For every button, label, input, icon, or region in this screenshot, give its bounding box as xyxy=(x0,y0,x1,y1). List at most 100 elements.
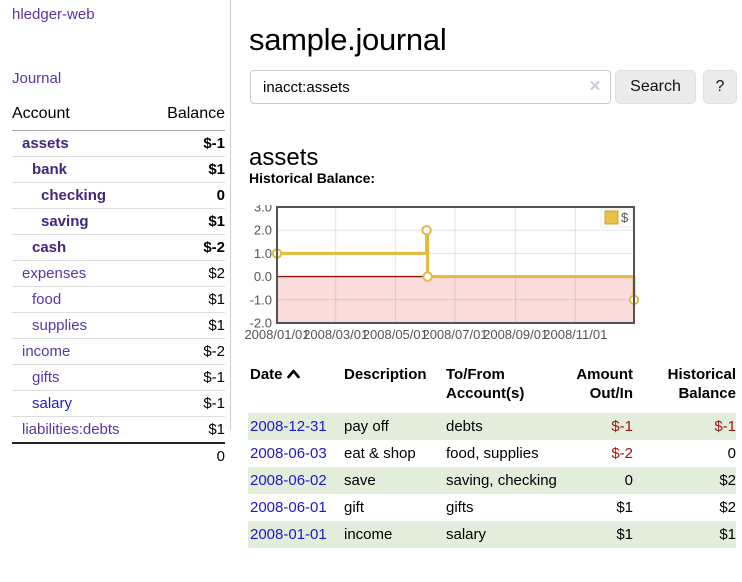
accounts-table: Account Balance assets $-1 bank $1 checking 0… xyxy=(12,102,225,469)
register-header-description: Description xyxy=(344,366,427,383)
account-row: bank $1 xyxy=(12,156,225,183)
app-title-link[interactable]: hledger-web xyxy=(12,6,95,23)
accounts-header-account: Account xyxy=(12,102,151,131)
account-balance: $2 xyxy=(150,260,225,287)
y-axis-label: 0.0 xyxy=(254,269,272,284)
legend-label: $ xyxy=(621,210,629,225)
transaction-accounts: saving, checking xyxy=(446,467,561,494)
x-axis-label: 2008/05/01 xyxy=(363,327,428,342)
accounts-total-value: 0 xyxy=(150,442,225,469)
account-row: liabilities:debts $1 xyxy=(12,416,225,443)
sidebar: hledger-web Journal Account Balance asse… xyxy=(0,0,231,469)
register-table: Date Description To/From Account(s) Amou… xyxy=(248,361,736,548)
register-row: 2008-06-02 save saving, checking 0 $2 xyxy=(248,467,736,494)
transaction-amount: $1 xyxy=(561,521,633,548)
chart-heading: Historical Balance: xyxy=(249,170,376,186)
account-row: checking 0 xyxy=(12,182,225,209)
transaction-amount: $-2 xyxy=(611,445,633,462)
transaction-accounts: debts xyxy=(446,413,561,440)
y-axis-label: 2.0 xyxy=(254,223,272,238)
register-row: 2008-06-01 gift gifts $1 $2 xyxy=(248,494,736,521)
account-link[interactable]: food xyxy=(32,291,62,308)
register-header-date-label: Date xyxy=(250,366,283,383)
sidebar-item-journal[interactable]: Journal xyxy=(12,70,62,87)
historical-balance-chart: $3.0 2.0 1.0 0.0 -1.0 -2.0 2008/01/01 2008/03/0… xyxy=(240,200,740,350)
account-link[interactable]: expenses xyxy=(22,265,87,282)
register-header-accounts: To/From Account(s) xyxy=(446,366,525,402)
register-header-amount: Amount Out/In xyxy=(576,366,633,402)
transaction-amount: 0 xyxy=(561,467,633,494)
transaction-accounts: gifts xyxy=(446,499,474,516)
search-input[interactable] xyxy=(250,70,611,104)
account-link[interactable]: salary xyxy=(32,395,73,412)
register-header-balance: Historical Balance xyxy=(667,366,736,402)
transaction-balance: $2 xyxy=(633,467,736,494)
data-point-marker xyxy=(421,225,432,236)
plot-border xyxy=(276,206,635,324)
account-balance: $1 xyxy=(150,416,225,443)
x-axis-label: 2008/07/01 xyxy=(422,327,487,342)
transaction-description: pay off xyxy=(344,413,446,440)
account-row: supplies $1 xyxy=(12,312,225,339)
clear-search-icon[interactable]: ✕ xyxy=(588,78,602,95)
account-row: expenses $2 xyxy=(12,260,225,287)
transaction-description: eat & shop xyxy=(344,445,416,462)
account-link[interactable]: gifts xyxy=(32,369,60,386)
transaction-date-link[interactable]: 2008-06-01 xyxy=(250,499,327,516)
chart-canvas: $3.0 2.0 1.0 0.0 -1.0 -2.02008/01/012008/03/0… xyxy=(244,200,640,342)
transaction-amount: $1 xyxy=(616,499,633,516)
account-row: cash $-2 xyxy=(12,234,225,261)
account-heading: assets xyxy=(249,143,319,171)
account-row: saving $1 xyxy=(12,208,225,235)
x-axis-label: 2008/03/01 xyxy=(303,327,368,342)
transaction-description: save xyxy=(344,467,446,494)
account-link[interactable]: checking xyxy=(41,187,107,204)
account-link[interactable]: cash xyxy=(32,239,67,256)
y-axis-label: 3.0 xyxy=(254,205,272,215)
x-axis-label: 2008/01/01 xyxy=(244,327,309,342)
register-row: 2008-06-03 eat & shop food, supplies $-2 0 xyxy=(248,440,736,467)
account-balance: $1 xyxy=(150,286,225,313)
account-link[interactable]: income xyxy=(22,343,71,360)
transaction-date-link[interactable]: 2008-01-01 xyxy=(250,526,327,543)
transaction-date-link[interactable]: 2008-06-02 xyxy=(250,472,327,489)
x-axis-label: 2008/11/01 xyxy=(543,327,607,342)
account-balance: $-1 xyxy=(150,364,225,391)
account-link[interactable]: liabilities:debts xyxy=(22,421,120,438)
account-row: gifts $-1 xyxy=(12,364,225,391)
transaction-date-link[interactable]: 2008-12-31 xyxy=(250,418,327,435)
account-link[interactable]: bank xyxy=(32,161,68,178)
sort-ascending-icon xyxy=(286,365,300,384)
help-button[interactable]: ? xyxy=(703,70,737,104)
account-balance: 0 xyxy=(150,182,225,209)
data-point-marker xyxy=(422,271,433,282)
register-row: 2008-01-01 income salary $1 $1 xyxy=(248,521,736,548)
account-link[interactable]: saving xyxy=(41,213,89,230)
account-link[interactable]: supplies xyxy=(32,317,88,334)
x-axis-label: 2008/09/01 xyxy=(483,327,548,342)
transaction-accounts: food, supplies xyxy=(446,445,539,462)
transaction-balance: $2 xyxy=(719,499,736,516)
transaction-balance: 0 xyxy=(727,445,736,462)
accounts-header-balance: Balance xyxy=(150,102,225,131)
account-balance: $-1 xyxy=(150,390,225,417)
account-balance: $1 xyxy=(150,208,225,235)
search-button[interactable]: Search xyxy=(615,70,696,104)
register-header-date[interactable]: Date xyxy=(248,361,344,413)
transaction-description: income xyxy=(344,521,446,548)
account-balance: $-2 xyxy=(150,338,225,365)
account-row: food $1 xyxy=(12,286,225,313)
account-link[interactable]: assets xyxy=(22,135,69,152)
account-balance: $1 xyxy=(150,312,225,339)
y-axis-label: -1.0 xyxy=(250,292,272,307)
transaction-date-link[interactable]: 2008-06-03 xyxy=(250,445,327,462)
y-axis-label: -2.0 xyxy=(250,316,272,331)
negative-region xyxy=(277,276,634,323)
account-row: assets $-1 xyxy=(12,131,225,157)
transaction-accounts: salary xyxy=(446,521,561,548)
page-title: sample.journal xyxy=(249,21,447,57)
transaction-balance: $-1 xyxy=(633,413,736,440)
y-axis-label: 1.0 xyxy=(254,246,272,261)
account-balance: $-1 xyxy=(203,135,225,152)
account-row: salary $-1 xyxy=(12,390,225,417)
